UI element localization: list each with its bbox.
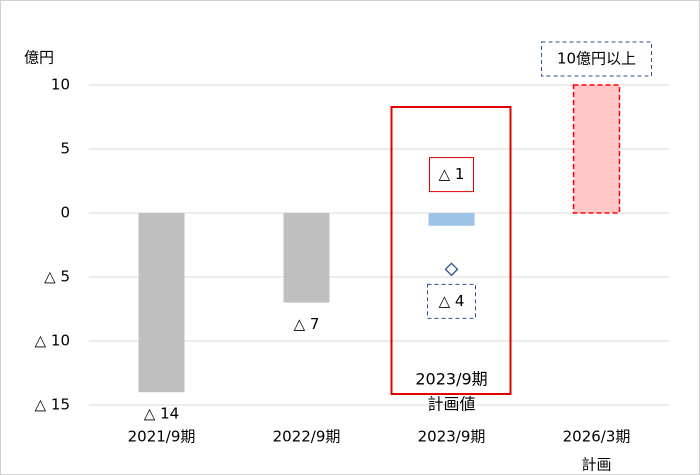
y-tick-label: 5 <box>60 140 70 158</box>
x-tick-label: 2021/9期 <box>128 428 196 446</box>
y-tick-label: △ 15 <box>35 396 70 414</box>
bar <box>572 84 621 214</box>
x-tick-label: 2022/9期 <box>273 428 341 446</box>
y-tick-label: △ 5 <box>44 268 70 286</box>
value-label: △ 14 <box>144 405 179 423</box>
value-label-box <box>541 41 652 77</box>
y-tick-label: 0 <box>60 204 70 222</box>
highlight-box <box>390 106 512 395</box>
highlight-label: 計画値 <box>427 395 475 414</box>
marker-label-box <box>427 283 476 319</box>
y-unit-label: 億円 <box>24 49 54 67</box>
y-tick-label: 10 <box>51 76 70 94</box>
value-label: 10億円以上 <box>557 50 636 68</box>
bar <box>283 213 330 303</box>
x-tick-label: 2023/9期 <box>418 428 486 446</box>
highlight-label: 2023/9期 <box>415 370 487 389</box>
value-label: △ 1 <box>439 165 465 183</box>
bar <box>428 213 475 226</box>
bar <box>138 213 185 393</box>
marker <box>444 262 459 277</box>
x-tick-label: 2026/3期 <box>563 428 631 446</box>
value-label-box <box>429 157 474 193</box>
value-label: △ 7 <box>294 315 320 333</box>
category-note: 計画 <box>581 456 611 474</box>
marker-label: △ 4 <box>439 292 465 310</box>
y-tick-label: △ 10 <box>35 332 70 350</box>
